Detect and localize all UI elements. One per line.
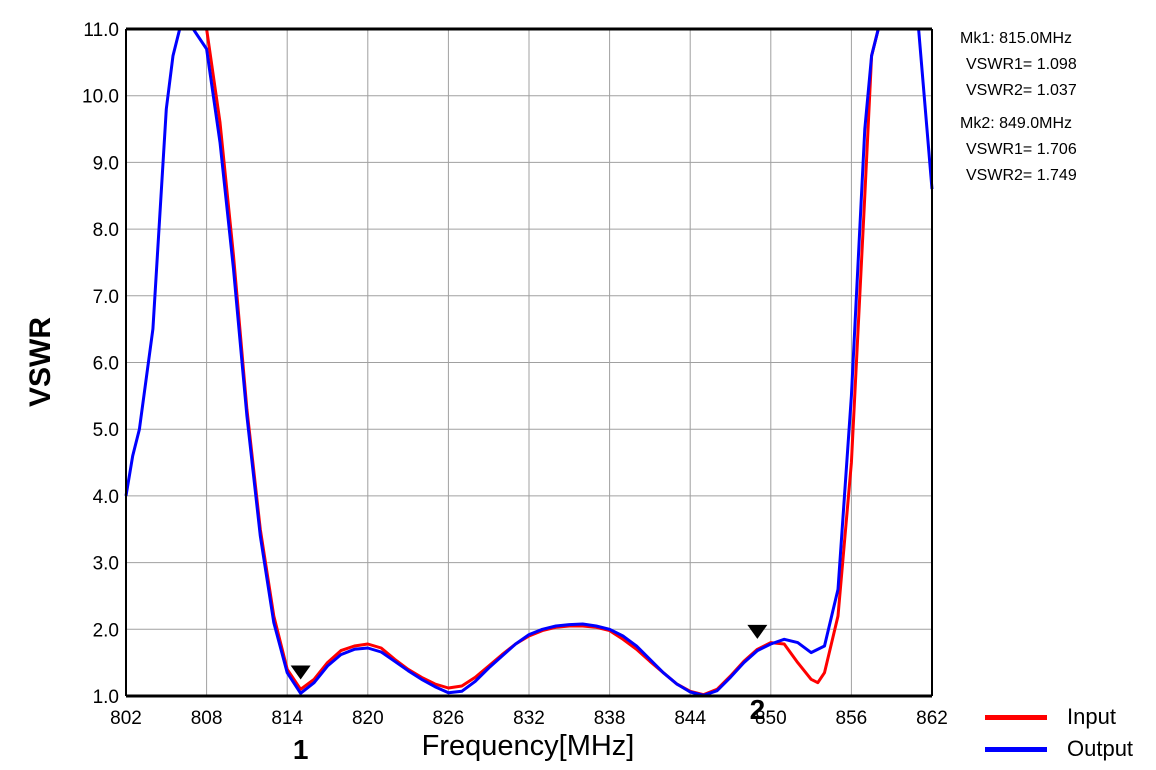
marker-1-label: 1 (293, 734, 309, 765)
y-tick-label: 8.0 (93, 220, 119, 241)
x-tick-label: 862 (916, 708, 948, 729)
series-line-output (124, 27, 934, 697)
y-tick-label: 6.0 (93, 354, 119, 375)
marker-1-vswr2: VSWR2= 1.037 (966, 82, 1077, 99)
x-tick-label: 856 (836, 708, 868, 729)
marker-2-frequency: Mk2: 849.0MHz (960, 115, 1073, 132)
plot-frame (125, 27, 933, 698)
y-tick-label: 3.0 (93, 554, 119, 575)
x-tick-label: 808 (191, 708, 223, 729)
series-lines (124, 27, 934, 697)
x-tick-label: 814 (271, 708, 303, 729)
y-tick-label: 5.0 (93, 420, 119, 441)
x-tick-label: 838 (594, 708, 626, 729)
y-axis-title: VSWR (24, 317, 57, 407)
marker-readout: Mk1: 815.0MHz VSWR1= 1.098 VSWR2= 1.037 … (960, 26, 1150, 196)
legend-label-output: Output (1067, 736, 1134, 761)
legend-item-output: Output (985, 733, 1155, 765)
x-tick-label: 832 (513, 708, 545, 729)
marker-2-vswr1: VSWR1= 1.706 (966, 141, 1077, 158)
x-tick-label: 802 (110, 708, 142, 729)
marker-2-readout: Mk2: 849.0MHz VSWR1= 1.706 VSWR2= 1.749 (960, 111, 1150, 189)
marker-1-vswr1: VSWR1= 1.098 (966, 56, 1077, 73)
marker-2-label: 2 (750, 694, 766, 725)
marker-2-triangle (747, 624, 768, 639)
legend-swatch-input (985, 714, 1047, 720)
y-tick-label: 9.0 (93, 153, 119, 174)
y-tick-label: 7.0 (93, 287, 119, 308)
legend-item-input: Input (985, 701, 1155, 733)
grid (126, 29, 932, 696)
x-tick-label: 826 (433, 708, 465, 729)
y-tick-label: 1.0 (93, 687, 119, 708)
y-tick-label: 4.0 (93, 487, 119, 508)
y-tick-label: 10.0 (82, 87, 119, 108)
legend-label-input: Input (1067, 704, 1116, 729)
legend-swatch-output (985, 746, 1047, 752)
marker-1-frequency: Mk1: 815.0MHz (960, 30, 1073, 47)
series-line-input (126, 27, 932, 697)
x-tick-label: 844 (674, 708, 706, 729)
markers: 12 (290, 624, 768, 765)
marker-1-readout: Mk1: 815.0MHz VSWR1= 1.098 VSWR2= 1.037 (960, 26, 1150, 104)
y-tick-label: 11.0 (83, 20, 119, 41)
tick-labels: 802 808 814 820 826 832 838 844 850 856 862 1.0 2.0 3… (82, 20, 948, 729)
legend: Input Output (985, 701, 1155, 765)
marker-2-vswr2: VSWR2= 1.749 (966, 167, 1077, 184)
x-tick-label: 820 (352, 708, 384, 729)
marker-1-triangle (290, 665, 311, 680)
y-tick-label: 2.0 (93, 620, 119, 641)
x-axis-title: Frequency[MHz] (422, 730, 635, 762)
x-tick-label: 850 (755, 708, 787, 729)
